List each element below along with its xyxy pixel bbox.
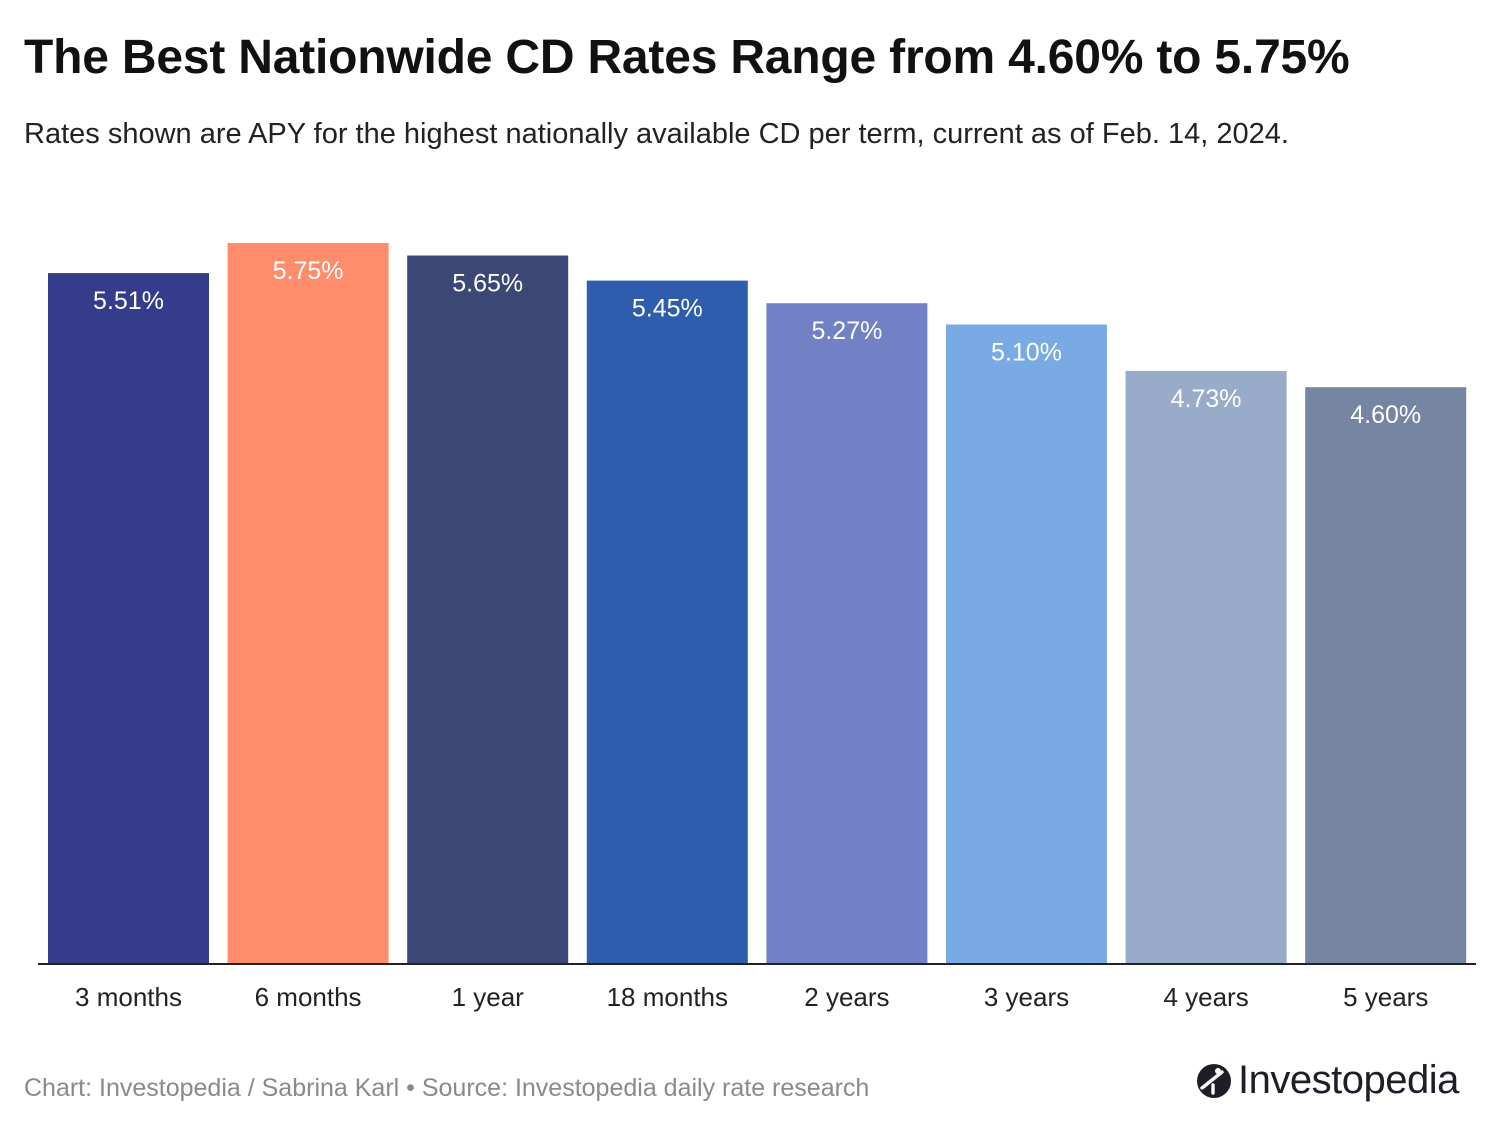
bars-group [48, 243, 1467, 965]
bar-18-months [586, 280, 748, 965]
x-tick-label-2-years: 2 years [804, 982, 889, 1012]
data-label-4-years: 4.73% [1171, 385, 1242, 413]
bar-3-years [946, 324, 1107, 964]
data-labels-group: 5.51% 5.75% 5.65% 5.45% 5.27% 5.10% 4.73% 4.60% [93, 257, 1421, 429]
bar-1-year [407, 255, 569, 964]
data-label-3-years: 5.10% [991, 339, 1062, 367]
bar-6-months [227, 243, 389, 964]
bar-3-months [48, 273, 209, 965]
source-credit: Chart: Investopedia / Sabrina Karl • Sou… [24, 1074, 870, 1102]
x-tick-label-3-months: 3 months [75, 982, 182, 1012]
x-tick-label-5-years: 5 years [1343, 982, 1428, 1012]
bar-4-years [1125, 370, 1287, 964]
data-label-1-year: 5.65% [452, 270, 523, 298]
data-label-3-months: 5.51% [93, 287, 164, 315]
x-tick-label-3-years: 3 years [984, 982, 1069, 1012]
investopedia-logo-icon [1197, 1063, 1231, 1098]
x-tick-label-18-months: 18 months [607, 982, 728, 1012]
bar-5-years [1305, 387, 1467, 964]
data-label-18-months: 5.45% [632, 295, 703, 323]
chart-title: The Best Nationwide CD Rates Range from … [24, 31, 1350, 84]
x-tick-label-4-years: 4 years [1163, 982, 1248, 1012]
investopedia-logo: Investopedia [1196, 1058, 1459, 1103]
chart-subtitle: Rates shown are APY for the highest nati… [24, 118, 1289, 150]
data-label-5-years: 4.60% [1350, 401, 1421, 429]
x-tick-labels-group: 3 months 6 months 1 year 18 months 2 years 3 … [75, 982, 1428, 1012]
data-label-2-years: 5.27% [811, 317, 882, 345]
x-tick-label-6-months: 6 months [255, 982, 362, 1012]
brand-name: Investopedia [1238, 1058, 1459, 1102]
data-label-6-months: 5.75% [273, 257, 344, 285]
x-tick-label-1-year: 1 year [452, 982, 525, 1012]
bar-2-years [766, 303, 928, 964]
